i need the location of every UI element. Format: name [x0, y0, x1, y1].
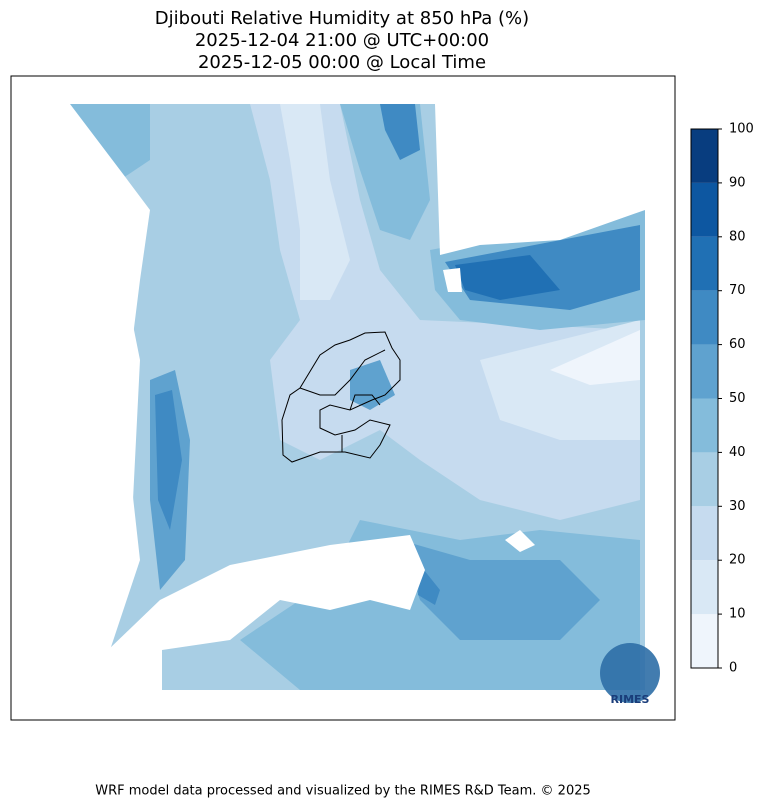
colorbar-tick-label: 0	[729, 661, 737, 676]
colorbar-bin	[691, 344, 718, 399]
colorbar-bin	[691, 129, 718, 183]
title-line: 2025-12-05 00:00 @ Local Time	[198, 52, 486, 73]
colorbar-tick-label: 30	[729, 499, 746, 514]
colorbar: 0 10 20 30 40 50 60 70 80 90 100	[690, 122, 754, 676]
contour-fill	[380, 104, 420, 160]
colorbar-bin	[691, 236, 718, 291]
colorbar-tick-label: 60	[729, 337, 746, 352]
contour-fill	[550, 330, 640, 385]
colorbar-bin	[691, 182, 718, 237]
title-line: Djibouti Relative Humidity at 850 hPa (%…	[155, 8, 529, 29]
footer: WRF model data processed and visualized …	[95, 784, 591, 799]
colorbar-bin	[691, 506, 718, 561]
contour-fill	[418, 565, 440, 605]
colorbar-bin	[691, 452, 718, 507]
colorbar-tick-label: 20	[729, 553, 746, 568]
colorbar-tick-label: 100	[729, 122, 754, 137]
colorbar-bin	[691, 398, 718, 453]
colorbar-tick-label: 70	[729, 283, 746, 298]
colorbar-tick-label: 90	[729, 175, 746, 190]
map: RIMES	[10, 75, 676, 721]
contour-fill	[280, 104, 350, 300]
contour-fill	[400, 540, 600, 640]
colorbar-bin	[691, 290, 718, 345]
logo	[600, 643, 660, 703]
colorbar-tick-label: 10	[729, 607, 746, 622]
contour-fill	[455, 255, 560, 300]
contour-fill	[350, 360, 395, 410]
colorbar-tick-label: 50	[729, 391, 746, 406]
title-line: 2025-12-04 21:00 @ UTC+00:00	[195, 30, 489, 51]
logo-text: RIMES	[611, 693, 650, 706]
contour-fill	[70, 104, 150, 180]
no-data	[40, 104, 645, 690]
contour-fill	[155, 390, 182, 530]
colorbar-tick-label: 40	[729, 445, 746, 460]
colorbar-tick-label: 80	[729, 229, 746, 244]
country-border	[281, 331, 401, 463]
colorbar-bin	[691, 614, 718, 668]
colorbar-bin	[691, 560, 718, 615]
